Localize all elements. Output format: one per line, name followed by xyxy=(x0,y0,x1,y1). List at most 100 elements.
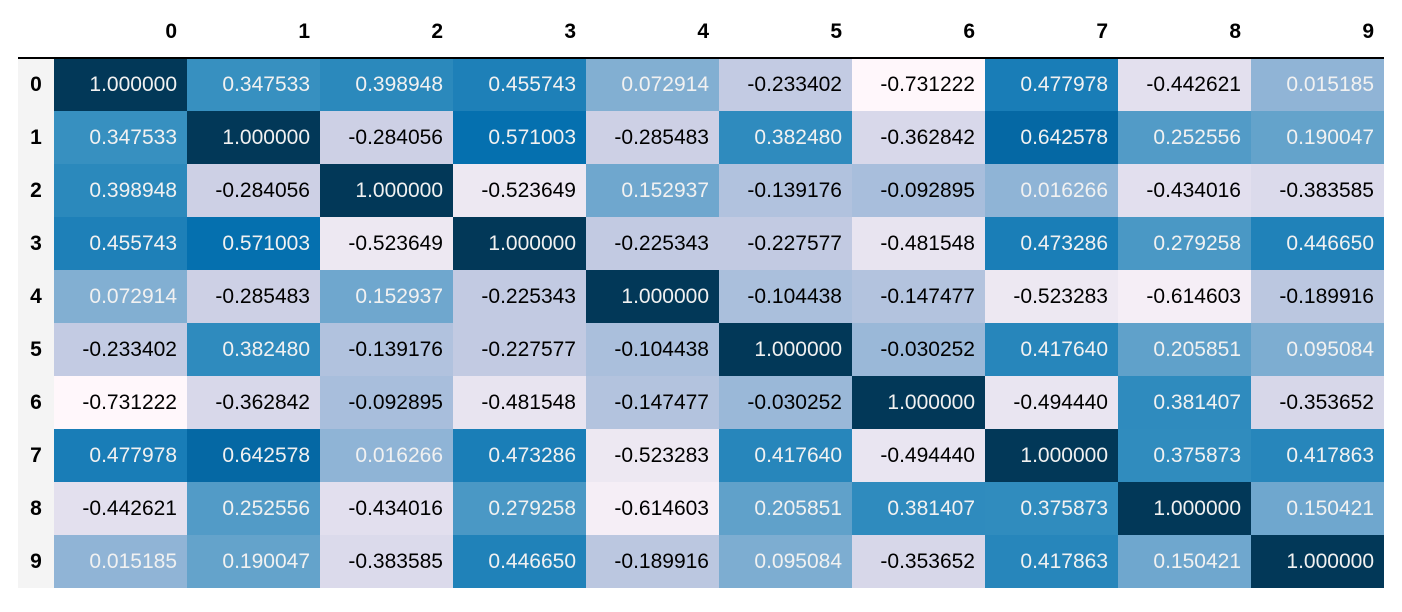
heatmap-cell-4-9: -0.189916 xyxy=(1251,270,1384,323)
heatmap-cell-5-6: -0.030252 xyxy=(852,323,985,376)
heatmap-cell-2-4: 0.152937 xyxy=(586,164,719,217)
heatmap-cell-8-6: 0.381407 xyxy=(852,482,985,535)
column-header-1: 1 xyxy=(187,7,320,59)
heatmap-cell-0-3: 0.455743 xyxy=(453,58,586,111)
heatmap-cell-2-2: 1.000000 xyxy=(320,164,453,217)
heatmap-cell-9-6: -0.353652 xyxy=(852,535,985,588)
heatmap-cell-3-6: -0.481548 xyxy=(852,217,985,270)
corner-cell xyxy=(18,7,54,59)
heatmap-cell-2-1: -0.284056 xyxy=(187,164,320,217)
heatmap-cell-5-2: -0.139176 xyxy=(320,323,453,376)
heatmap-cell-4-6: -0.147477 xyxy=(852,270,985,323)
heatmap-cell-7-9: 0.417863 xyxy=(1251,429,1384,482)
heatmap-cell-8-7: 0.375873 xyxy=(985,482,1118,535)
row-header-3: 3 xyxy=(18,217,54,270)
heatmap-cell-9-2: -0.383585 xyxy=(320,535,453,588)
heatmap-cell-4-5: -0.104438 xyxy=(719,270,852,323)
heatmap-cell-6-0: -0.731222 xyxy=(54,376,187,429)
heatmap-cell-3-8: 0.279258 xyxy=(1118,217,1251,270)
heatmap-cell-6-7: -0.494440 xyxy=(985,376,1118,429)
heatmap-cell-1-5: 0.382480 xyxy=(719,111,852,164)
heatmap-cell-8-9: 0.150421 xyxy=(1251,482,1384,535)
column-header-2: 2 xyxy=(320,7,453,59)
heatmap-cell-9-7: 0.417863 xyxy=(985,535,1118,588)
row-header-7: 7 xyxy=(18,429,54,482)
heatmap-cell-0-6: -0.731222 xyxy=(852,58,985,111)
table-row: 1 0.347533 1.000000 -0.284056 0.571003 -0.285… xyxy=(18,111,1384,164)
heatmap-cell-2-9: -0.383585 xyxy=(1251,164,1384,217)
heatmap-cell-8-5: 0.205851 xyxy=(719,482,852,535)
table-row: 2 0.398948 -0.284056 1.000000 -0.523649 0.152… xyxy=(18,164,1384,217)
heatmap-cell-1-7: 0.642578 xyxy=(985,111,1118,164)
table-row: 4 0.072914 -0.285483 0.152937 -0.225343 1.000… xyxy=(18,270,1384,323)
heatmap-cell-5-7: 0.417640 xyxy=(985,323,1118,376)
heatmap-cell-3-9: 0.446650 xyxy=(1251,217,1384,270)
row-header-4: 4 xyxy=(18,270,54,323)
heatmap-cell-7-8: 0.375873 xyxy=(1118,429,1251,482)
heatmap-cell-7-4: -0.523283 xyxy=(586,429,719,482)
column-header-0: 0 xyxy=(54,7,187,59)
table-row: 3 0.455743 0.571003 -0.523649 1.000000 -0.225… xyxy=(18,217,1384,270)
table-row: 6 -0.731222 -0.362842 -0.092895 -0.481548 -0.… xyxy=(18,376,1384,429)
table-row: 5 -0.233402 0.382480 -0.139176 -0.227577 -0.1… xyxy=(18,323,1384,376)
heatmap-cell-1-6: -0.362842 xyxy=(852,111,985,164)
heatmap-cell-3-7: 0.473286 xyxy=(985,217,1118,270)
heatmap-cell-7-0: 0.477978 xyxy=(54,429,187,482)
heatmap-cell-2-6: -0.092895 xyxy=(852,164,985,217)
heatmap-cell-0-1: 0.347533 xyxy=(187,58,320,111)
heatmap-cell-8-0: -0.442621 xyxy=(54,482,187,535)
row-header-0: 0 xyxy=(18,58,54,111)
heatmap-cell-4-3: -0.225343 xyxy=(453,270,586,323)
heatmap-cell-4-0: 0.072914 xyxy=(54,270,187,323)
row-header-6: 6 xyxy=(18,376,54,429)
table-row: 7 0.477978 0.642578 0.016266 0.473286 -0.5232… xyxy=(18,429,1384,482)
row-header-9: 9 xyxy=(18,535,54,588)
heatmap-cell-3-4: -0.225343 xyxy=(586,217,719,270)
row-header-2: 2 xyxy=(18,164,54,217)
heatmap-cell-4-8: -0.614603 xyxy=(1118,270,1251,323)
heatmap-cell-9-8: 0.150421 xyxy=(1118,535,1251,588)
heatmap-cell-7-1: 0.642578 xyxy=(187,429,320,482)
heatmap-cell-4-4: 1.000000 xyxy=(586,270,719,323)
heatmap-cell-3-0: 0.455743 xyxy=(54,217,187,270)
heatmap-cell-1-1: 1.000000 xyxy=(187,111,320,164)
heatmap-cell-6-1: -0.362842 xyxy=(187,376,320,429)
heatmap-cell-3-2: -0.523649 xyxy=(320,217,453,270)
heatmap-cell-5-9: 0.095084 xyxy=(1251,323,1384,376)
column-header-4: 4 xyxy=(586,7,719,59)
table-row: 8 -0.442621 0.252556 -0.434016 0.279258 -0.61… xyxy=(18,482,1384,535)
table-row: 9 0.015185 0.190047 -0.383585 0.446650 -0.189… xyxy=(18,535,1384,588)
heatmap-cell-8-8: 1.000000 xyxy=(1118,482,1251,535)
heatmap-cell-8-2: -0.434016 xyxy=(320,482,453,535)
heatmap-cell-5-3: -0.227577 xyxy=(453,323,586,376)
heatmap-cell-5-4: -0.104438 xyxy=(586,323,719,376)
heatmap-cell-2-0: 0.398948 xyxy=(54,164,187,217)
heatmap-cell-6-4: -0.147477 xyxy=(586,376,719,429)
heatmap-cell-9-0: 0.015185 xyxy=(54,535,187,588)
heatmap-cell-8-3: 0.279258 xyxy=(453,482,586,535)
heatmap-cell-6-9: -0.353652 xyxy=(1251,376,1384,429)
heatmap-cell-2-8: -0.434016 xyxy=(1118,164,1251,217)
heatmap-cell-1-0: 0.347533 xyxy=(54,111,187,164)
heatmap-cell-0-8: -0.442621 xyxy=(1118,58,1251,111)
heatmap-cell-4-1: -0.285483 xyxy=(187,270,320,323)
column-header-3: 3 xyxy=(453,7,586,59)
heatmap-cell-3-5: -0.227577 xyxy=(719,217,852,270)
heatmap-cell-4-7: -0.523283 xyxy=(985,270,1118,323)
heatmap-cell-6-3: -0.481548 xyxy=(453,376,586,429)
heatmap-cell-5-5: 1.000000 xyxy=(719,323,852,376)
column-header-7: 7 xyxy=(985,7,1118,59)
heatmap-cell-0-0: 1.000000 xyxy=(54,58,187,111)
heatmap-cell-1-2: -0.284056 xyxy=(320,111,453,164)
heatmap-cell-9-3: 0.446650 xyxy=(453,535,586,588)
heatmap-cell-6-5: -0.030252 xyxy=(719,376,852,429)
heatmap-cell-6-2: -0.092895 xyxy=(320,376,453,429)
heatmap-cell-2-7: 0.016266 xyxy=(985,164,1118,217)
heatmap-cell-7-6: -0.494440 xyxy=(852,429,985,482)
column-header-5: 5 xyxy=(719,7,852,59)
table-row: 0 1.000000 0.347533 0.398948 0.455743 0.07291… xyxy=(18,58,1384,111)
heatmap-cell-7-5: 0.417640 xyxy=(719,429,852,482)
heatmap-cell-3-3: 1.000000 xyxy=(453,217,586,270)
heatmap-cell-1-9: 0.190047 xyxy=(1251,111,1384,164)
